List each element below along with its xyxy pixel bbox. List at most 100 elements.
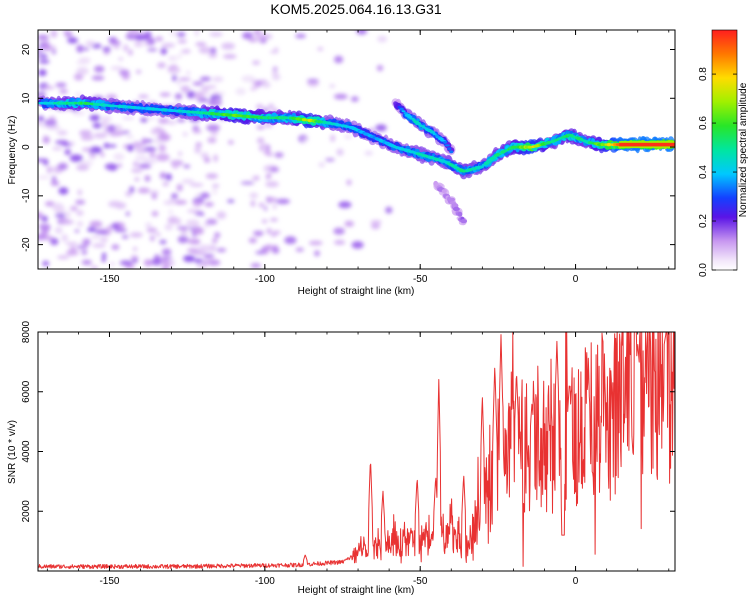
noise-blob	[107, 144, 117, 148]
noise-blob	[122, 116, 135, 120]
noise-blob	[274, 152, 284, 158]
noise-blob	[75, 92, 80, 96]
noise-blob	[111, 244, 120, 251]
noise-blob	[255, 34, 262, 42]
noise-blob	[100, 152, 105, 157]
noise-blob	[356, 30, 368, 35]
noise-blob	[295, 33, 307, 39]
noise-blob	[57, 255, 70, 260]
noise-blob	[140, 117, 148, 123]
noise-blob	[132, 141, 143, 149]
noise-blob	[261, 82, 271, 88]
noise-blob	[194, 258, 203, 264]
noise-blob	[104, 163, 118, 170]
noise-blob	[213, 154, 218, 163]
noise-blob	[126, 134, 134, 139]
noise-blob	[198, 46, 212, 54]
noise-blob	[212, 184, 220, 188]
noise-blob	[67, 37, 78, 44]
noise-blob	[195, 42, 207, 47]
noise-blob	[250, 86, 257, 91]
colorbar-tick-label: 0.2	[698, 214, 709, 228]
noise-blob	[38, 121, 42, 126]
noise-blob	[206, 124, 221, 132]
noise-blob	[93, 132, 108, 139]
noise-blob	[176, 118, 186, 123]
noise-blob	[159, 92, 171, 97]
noise-blob	[44, 119, 57, 127]
noise-blob	[109, 262, 116, 266]
noise-blob	[192, 125, 199, 131]
noise-blob	[214, 232, 221, 239]
noise-blob	[182, 131, 188, 137]
ridge-core	[401, 110, 406, 113]
noise-blob	[344, 220, 355, 227]
noise-blob	[333, 227, 345, 235]
noise-blob	[272, 230, 281, 235]
noise-blob	[136, 70, 142, 74]
noise-blob	[68, 141, 75, 146]
noise-blob	[199, 192, 210, 199]
noise-blob	[38, 34, 49, 40]
noise-blob	[89, 114, 101, 122]
noise-blob	[187, 238, 201, 245]
noise-blob	[260, 79, 268, 83]
noise-blob	[43, 158, 49, 166]
noise-blob	[38, 175, 51, 180]
noise-blob	[161, 265, 170, 269]
noise-blob	[80, 135, 94, 141]
noise-blob	[157, 62, 166, 69]
noise-blob	[43, 136, 50, 144]
noise-blob	[376, 65, 384, 72]
noise-blob	[181, 85, 191, 93]
noise-blob	[118, 57, 124, 61]
noise-blob	[370, 222, 381, 230]
noise-blob	[242, 31, 254, 40]
noise-blob	[254, 175, 260, 181]
noise-blob	[46, 166, 53, 174]
noise-blob	[82, 238, 91, 246]
noise-blob	[180, 232, 191, 236]
noise-blob	[58, 187, 69, 195]
noise-blob	[94, 65, 105, 73]
noise-blob	[173, 200, 188, 205]
ridge-body	[453, 206, 460, 212]
y-tick-label: -10	[21, 188, 32, 203]
noise-blob	[60, 219, 74, 225]
noise-blob	[89, 146, 102, 154]
noise-blob	[38, 69, 47, 77]
noise-blob	[64, 211, 71, 218]
spectrogram-noise	[38, 30, 393, 269]
noise-blob	[81, 147, 93, 152]
noise-blob	[77, 189, 83, 196]
noise-blob	[192, 81, 204, 86]
noise-blob	[203, 259, 208, 266]
noise-blob	[128, 49, 133, 56]
noise-blob	[194, 145, 201, 154]
y-tick-label: 2000	[21, 500, 32, 523]
noise-blob	[261, 219, 268, 224]
noise-blob	[271, 70, 278, 75]
x-tick-label: -150	[99, 576, 119, 587]
ridge-body	[441, 189, 447, 194]
y-tick-label: 4000	[21, 440, 32, 463]
noise-blob	[162, 181, 169, 187]
noise-blob	[175, 218, 182, 226]
noise-blob	[223, 54, 237, 59]
noise-blob	[159, 239, 167, 245]
noise-blob	[38, 49, 43, 53]
noise-blob	[102, 46, 111, 53]
noise-blob	[132, 161, 139, 167]
noise-blob	[155, 36, 163, 42]
noise-blob	[76, 67, 89, 75]
noise-blob	[302, 138, 307, 142]
noise-blob	[115, 202, 127, 210]
noise-blob	[64, 31, 73, 38]
y-tick-label: 8000	[21, 320, 32, 343]
noise-blob	[177, 53, 182, 59]
noise-blob	[42, 40, 50, 45]
noise-blob	[75, 199, 86, 205]
noise-blob	[91, 75, 105, 81]
noise-blob	[346, 179, 352, 186]
ridge-core	[399, 107, 404, 111]
